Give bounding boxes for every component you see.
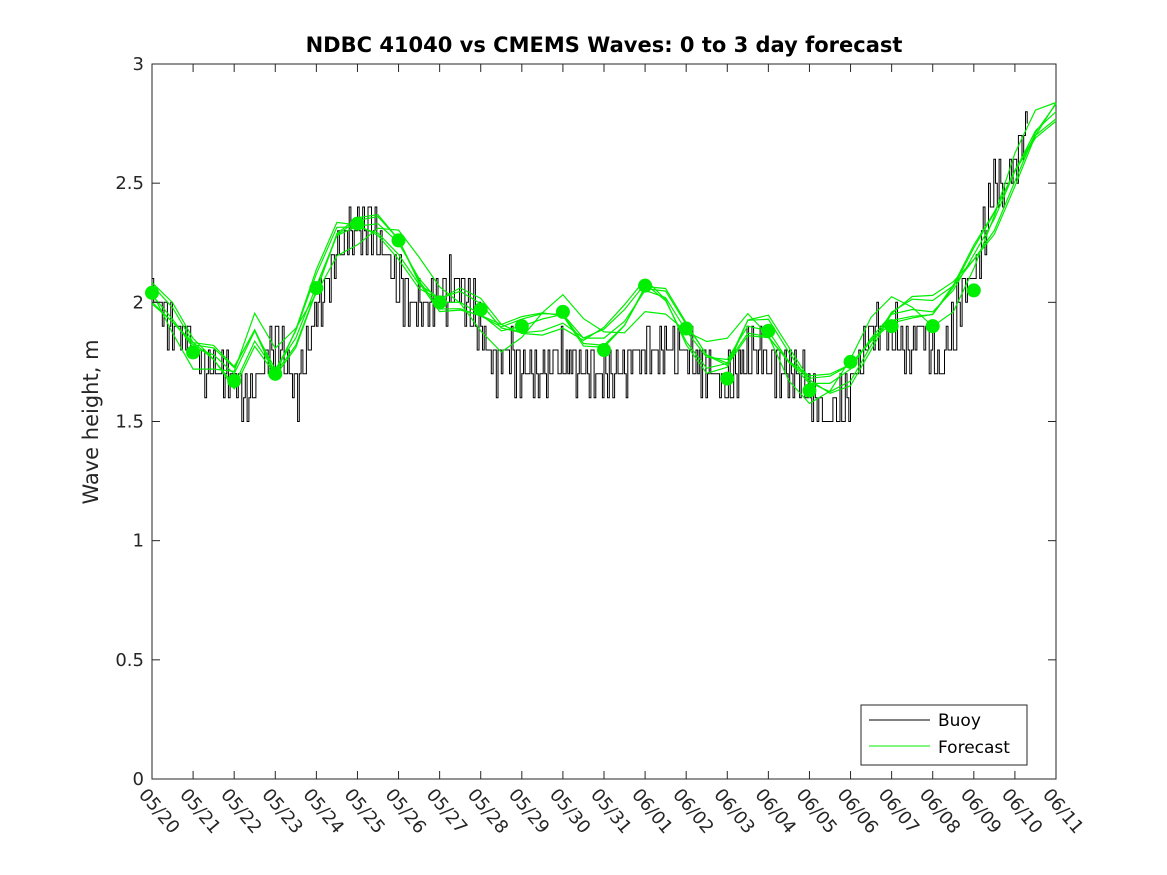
forecast-marker [555, 304, 570, 319]
forecast-marker [391, 233, 406, 248]
forecast-marker [186, 345, 201, 360]
forecast-series [151, 101, 1057, 405]
x-tick-label: 05/30 [545, 785, 594, 838]
plot-box [151, 63, 1057, 780]
forecast-marker [473, 302, 488, 317]
x-tick-label: 06/01 [627, 785, 676, 838]
x-tick-label: 05/25 [340, 785, 389, 838]
y-axis: 0 0.5 1 1.5 2 2.5 3 [115, 54, 1056, 790]
forecast-marker [679, 321, 694, 336]
x-tick-label: 05/20 [134, 785, 183, 838]
forecast-marker [432, 295, 447, 310]
y-tick-label: 1.5 [115, 412, 144, 433]
x-tick-label: 05/29 [504, 785, 553, 838]
x-tick-label: 06/03 [709, 785, 758, 838]
forecast-marker [514, 319, 529, 334]
forecast-marker [309, 281, 324, 296]
forecast-marker [761, 323, 776, 338]
y-axis-label: Wave height, m [79, 339, 103, 504]
forecast-line [151, 101, 1057, 405]
forecast-marker [884, 319, 899, 334]
y-tick-label: 2.5 [115, 173, 144, 194]
x-tick-label: 06/08 [915, 785, 964, 838]
legend-box [860, 704, 1028, 766]
y-tick-label: 2 [133, 292, 144, 313]
x-tick-label: 06/10 [997, 785, 1046, 838]
forecast-marker [145, 285, 159, 300]
forecast-marker [597, 343, 611, 357]
x-tick-label: 06/05 [792, 785, 841, 838]
forecast-line [151, 111, 1057, 384]
x-tick-label: 05/27 [422, 785, 471, 838]
forecast-marker [925, 319, 940, 334]
forecast-marker [638, 278, 653, 293]
forecast-marker [966, 283, 981, 298]
y-tick-label: 0.5 [115, 650, 144, 671]
x-tick-label: 06/02 [668, 785, 717, 838]
x-tick-label: 05/21 [175, 785, 224, 838]
forecast-markers [145, 216, 981, 398]
legend-forecast-label: Forecast [938, 738, 1010, 758]
x-tick-label: 05/31 [586, 785, 635, 838]
forecast-marker [843, 354, 858, 369]
forecast-marker [350, 216, 365, 231]
y-tick-label: 1 [133, 531, 144, 552]
chart-title: NDBC 41040 vs CMEMS Waves: 0 to 3 day fo… [306, 33, 903, 57]
x-tick-label: 06/11 [1038, 785, 1087, 838]
plot-area [145, 63, 1057, 780]
x-tick-label: 06/06 [833, 785, 882, 838]
forecast-line [151, 102, 1057, 394]
x-tick-label: 06/04 [751, 785, 800, 838]
legend: Buoy Forecast [860, 704, 1028, 766]
x-tick-label: 05/26 [381, 785, 430, 838]
forecast-marker [227, 373, 242, 388]
buoy-line [152, 111, 1028, 422]
forecast-marker [268, 366, 283, 381]
legend-buoy-label: Buoy [938, 711, 981, 731]
x-tick-label: 05/24 [299, 785, 348, 838]
x-tick-label: 06/07 [874, 785, 923, 838]
x-tick-label: 05/28 [463, 785, 512, 838]
forecast-marker [720, 371, 735, 386]
x-tick-label: 05/23 [257, 785, 306, 838]
x-tick-label: 05/22 [216, 785, 265, 838]
x-tick-label: 06/09 [956, 785, 1005, 838]
y-tick-label: 0 [133, 769, 144, 790]
y-tick-label: 3 [133, 54, 144, 75]
buoy-series [152, 111, 1028, 422]
forecast-marker [802, 383, 817, 398]
